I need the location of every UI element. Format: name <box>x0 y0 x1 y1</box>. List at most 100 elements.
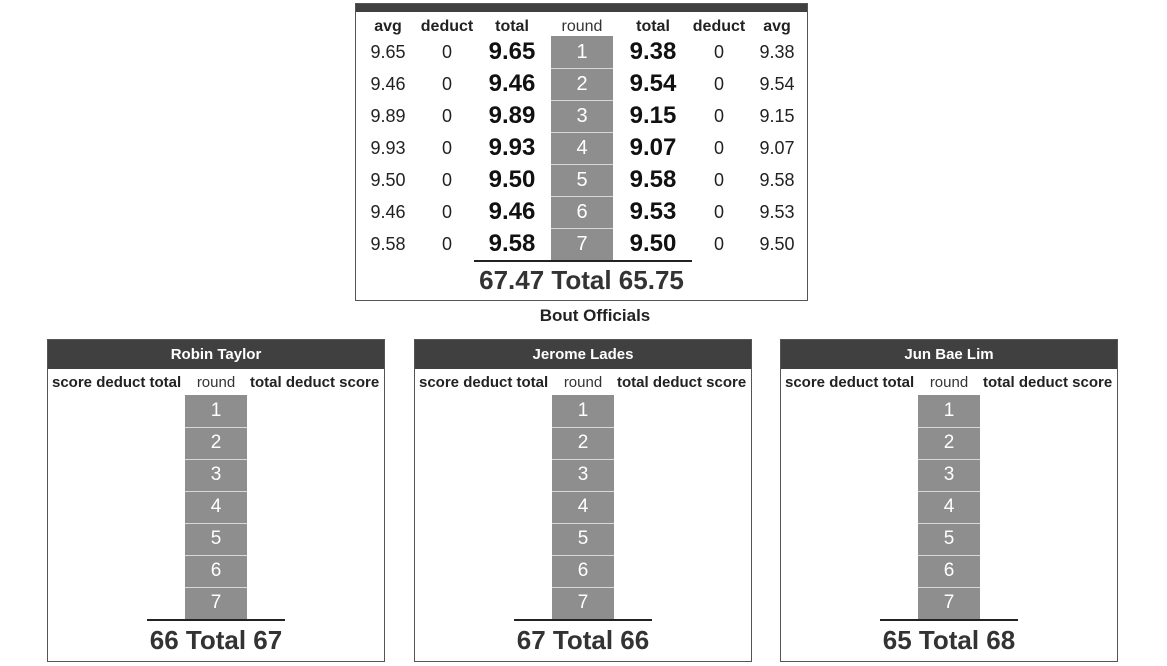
round-number: 3 <box>576 105 588 127</box>
avg-right-value: 9.54 <box>759 74 795 94</box>
deduct-right-value: 0 <box>713 170 724 190</box>
deduct-right-value: 0 <box>713 234 724 254</box>
official-round-number: 4 <box>577 496 589 517</box>
official-header-left: score deduct total <box>419 374 549 391</box>
avg-right-value: 9.50 <box>759 234 795 254</box>
official-round-separator <box>552 587 614 588</box>
official-header-round: round <box>929 374 969 391</box>
official-header-right: total deduct score <box>250 374 380 391</box>
total-right-value: 9.54 <box>629 70 677 97</box>
official-round-separator <box>918 491 980 492</box>
deduct-left-value: 0 <box>441 234 452 254</box>
official-round-number: 5 <box>210 528 222 549</box>
official-header-right: total deduct score <box>983 374 1113 391</box>
official-name: Jerome Lades <box>415 340 751 369</box>
total-right-value: 9.15 <box>629 102 677 129</box>
official-round-separator <box>918 459 980 460</box>
header-deduct-left: deduct <box>420 18 474 35</box>
deduct-left-value: 0 <box>441 42 452 62</box>
official-header-left: score deduct total <box>785 374 915 391</box>
header-total-left: total <box>495 18 529 35</box>
round-number: 2 <box>576 73 588 95</box>
official-card-1: Robin Taylor score deduct total round to… <box>47 339 385 662</box>
official-round-number: 1 <box>943 400 955 421</box>
official-card-2: Jerome Lades score deduct total round to… <box>414 339 752 662</box>
official-round-number: 5 <box>943 528 955 549</box>
deduct-right-value: 0 <box>713 106 724 126</box>
total-left-value: 9.89 <box>488 102 536 129</box>
avg-left-value: 9.93 <box>370 138 406 158</box>
official-round-number: 7 <box>943 592 955 613</box>
official-round-number: 5 <box>577 528 589 549</box>
avg-left-value: 9.65 <box>370 42 406 62</box>
round-separator <box>551 164 613 165</box>
round-column <box>551 36 613 260</box>
header-total-right: total <box>636 18 670 35</box>
official-round-number: 6 <box>577 560 589 581</box>
official-round-number: 2 <box>577 432 589 453</box>
official-round-number: 2 <box>943 432 955 453</box>
official-round-separator <box>552 459 614 460</box>
official-card-3: Jun Bae Lim score deduct total round tot… <box>780 339 1118 662</box>
official-round-separator <box>185 555 247 556</box>
deduct-right-value: 0 <box>713 42 724 62</box>
official-round-number: 6 <box>210 560 222 581</box>
official-header-left: score deduct total <box>52 374 182 391</box>
total-left-value: 9.46 <box>488 70 536 97</box>
official-round-separator <box>185 459 247 460</box>
total-right-value: 9.50 <box>629 230 677 257</box>
avg-right-value: 9.15 <box>759 106 795 126</box>
official-round-separator <box>185 491 247 492</box>
round-separator <box>551 196 613 197</box>
official-total-row: 67 Total 66 <box>516 625 650 655</box>
total-right-value: 9.07 <box>629 134 677 161</box>
official-round-separator <box>552 427 614 428</box>
official-round-number: 1 <box>210 400 222 421</box>
total-left-value: 9.46 <box>488 198 536 225</box>
official-round-separator <box>918 587 980 588</box>
sum-line <box>474 260 692 262</box>
official-round-column <box>552 395 614 619</box>
deduct-left-value: 0 <box>441 106 452 126</box>
round-number: 5 <box>576 169 588 191</box>
round-separator <box>551 100 613 101</box>
avg-left-value: 9.46 <box>370 74 406 94</box>
round-separator <box>551 132 613 133</box>
official-round-number: 3 <box>210 464 222 485</box>
avg-right-value: 9.38 <box>759 42 795 62</box>
round-separator <box>551 68 613 69</box>
official-header-round: round <box>196 374 236 391</box>
official-round-column <box>185 395 247 619</box>
official-name: Robin Taylor <box>48 340 384 369</box>
total-left-value: 9.65 <box>488 38 536 65</box>
official-round-column <box>918 395 980 619</box>
bout-officials-title: Bout Officials <box>539 306 651 325</box>
total-right-value: 9.53 <box>629 198 677 225</box>
official-round-separator <box>552 523 614 524</box>
avg-left-value: 9.50 <box>370 170 406 190</box>
main-table-top-bar <box>356 4 807 12</box>
avg-left-value: 9.89 <box>370 106 406 126</box>
official-header-round: round <box>563 374 603 391</box>
official-round-number: 1 <box>577 400 589 421</box>
official-round-number: 2 <box>210 432 222 453</box>
official-round-separator <box>185 523 247 524</box>
official-total-row: 66 Total 67 <box>149 625 283 655</box>
header-deduct-right: deduct <box>692 18 746 35</box>
official-round-separator <box>552 491 614 492</box>
official-round-separator <box>185 427 247 428</box>
header-avg-left: avg <box>374 18 402 35</box>
official-round-separator <box>185 587 247 588</box>
round-number: 6 <box>576 201 588 223</box>
deduct-right-value: 0 <box>713 138 724 158</box>
avg-right-value: 9.53 <box>759 202 795 222</box>
official-round-separator <box>918 555 980 556</box>
deduct-right-value: 0 <box>713 74 724 94</box>
total-right-value: 9.58 <box>629 166 677 193</box>
official-round-number: 7 <box>577 592 589 613</box>
round-number: 7 <box>576 233 588 255</box>
official-round-separator <box>918 523 980 524</box>
round-number: 4 <box>576 137 588 159</box>
official-round-separator <box>552 555 614 556</box>
main-total-row: 67.47 Total 65.75 <box>479 265 684 295</box>
